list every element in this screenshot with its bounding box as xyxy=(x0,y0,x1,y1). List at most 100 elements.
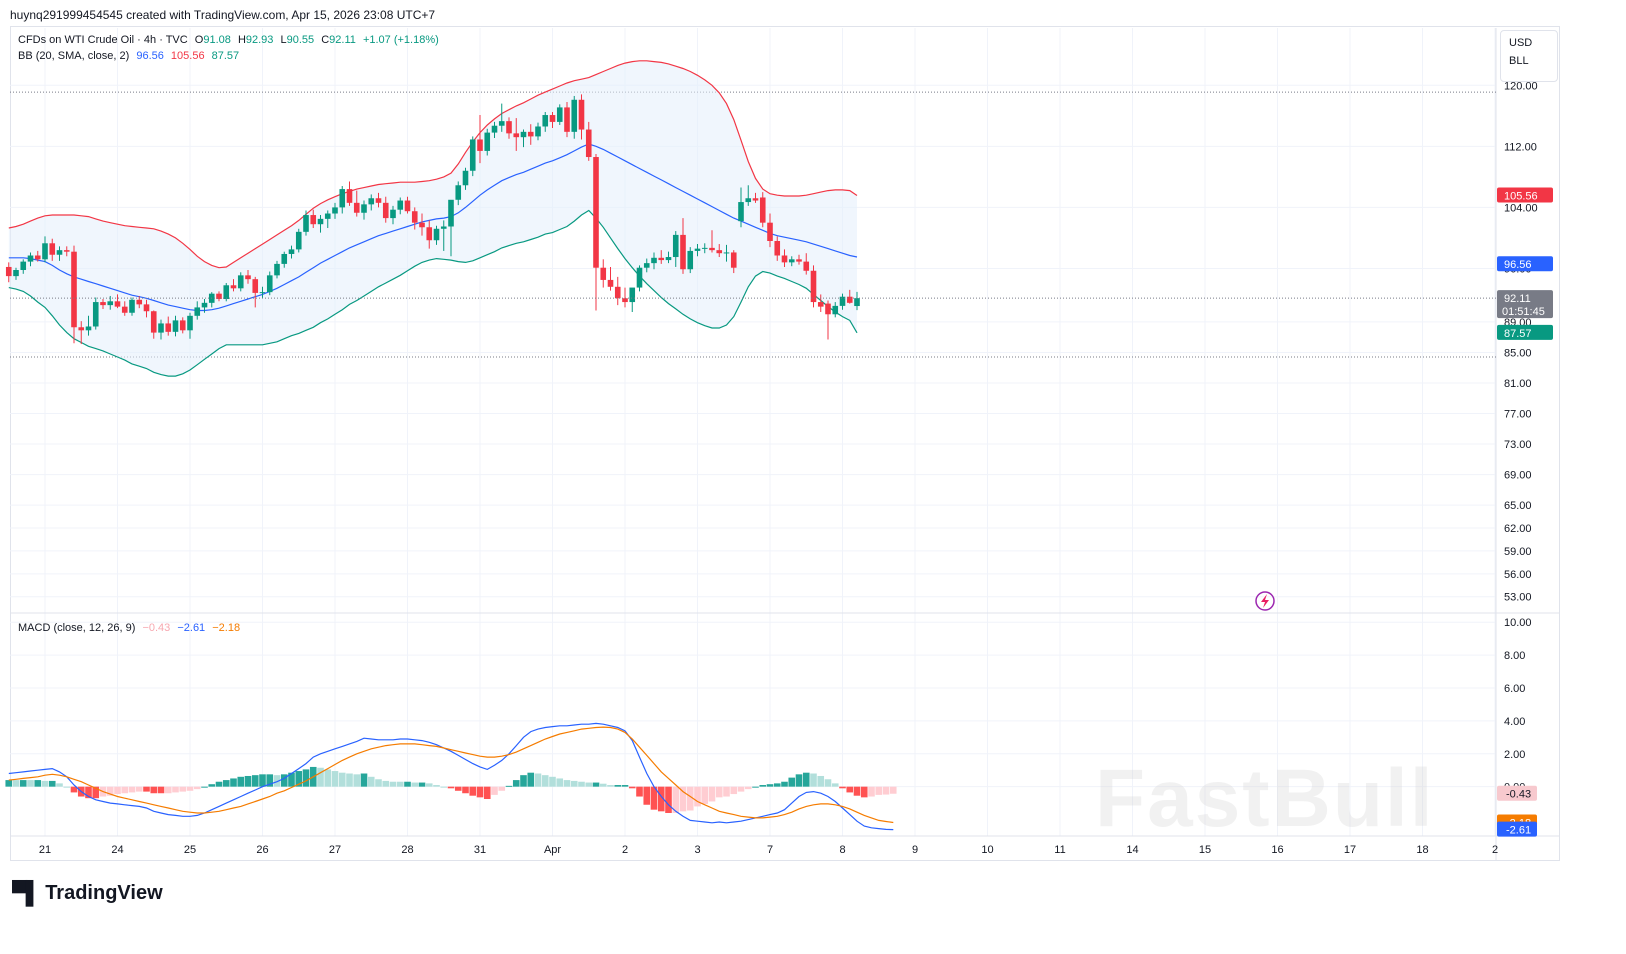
macd-histogram-bar xyxy=(48,780,56,787)
macd-histogram-bar xyxy=(505,785,513,787)
macd-histogram-bar xyxy=(788,777,796,787)
macd-histogram-bar xyxy=(150,786,158,794)
candle-body xyxy=(201,302,208,308)
candle-body xyxy=(846,296,853,303)
time-tick-label: 27 xyxy=(329,844,341,856)
macd-histogram-bar xyxy=(179,786,187,792)
candle-body xyxy=(636,267,643,288)
time-tick-label: 2 xyxy=(1492,844,1498,856)
macd-histogram-bar xyxy=(193,786,201,790)
candle-body xyxy=(27,255,34,262)
macd-histogram-bar xyxy=(614,785,622,787)
candle-body xyxy=(564,107,570,132)
macd-histogram-bar xyxy=(106,786,114,796)
candle-body xyxy=(346,189,353,203)
candle-body xyxy=(527,131,534,137)
candle-body xyxy=(295,231,302,250)
candle-body xyxy=(426,227,433,241)
price-tick-label: 73.00 xyxy=(1504,439,1532,451)
candle-body xyxy=(803,261,810,271)
bb-band-fill xyxy=(8,60,858,377)
macd-label: MACD (close, 12, 26, 9) xyxy=(18,622,136,634)
macd-histogram-bar xyxy=(636,786,643,797)
macd-tick-label: 6.00 xyxy=(1504,683,1525,695)
macd-histogram-bar xyxy=(549,776,556,787)
candle-body xyxy=(571,99,578,132)
candle-body xyxy=(34,255,41,260)
candle-body xyxy=(63,250,70,252)
time-tick-label: 14 xyxy=(1126,844,1138,856)
candle-body xyxy=(694,248,701,251)
candle-body xyxy=(143,304,150,312)
macd-histogram-bar xyxy=(810,773,817,787)
macd-histogram-bar xyxy=(483,786,491,799)
macd-histogram-bar xyxy=(686,786,694,811)
candle-body xyxy=(469,139,476,171)
candle-body xyxy=(368,198,375,205)
macd-histogram-bar xyxy=(266,774,274,787)
macd-badge-label: -2.61 xyxy=(1506,825,1531,837)
price-tick-label: 81.00 xyxy=(1504,378,1532,390)
fastbull-watermark: FastBull xyxy=(1095,753,1435,844)
macd-histogram-bar xyxy=(411,782,419,787)
macd-histogram-bar xyxy=(541,775,549,787)
macd-histogram-bar xyxy=(41,780,49,787)
candle-body xyxy=(390,209,396,219)
macd-histogram-bar xyxy=(650,786,658,810)
macd-histogram-bar xyxy=(157,786,165,794)
macd-histogram-bar xyxy=(781,781,788,787)
macd-histogram-bar xyxy=(599,783,607,787)
candle-body xyxy=(672,234,679,258)
price-tick-label: 56.00 xyxy=(1504,569,1532,581)
time-tick-label: 31 xyxy=(474,844,486,856)
macd-histogram-bar xyxy=(476,786,484,798)
candle-body xyxy=(288,249,295,254)
macd-histogram-bar xyxy=(737,786,745,792)
time-tick-label: 25 xyxy=(184,844,196,856)
macd-histogram-bar xyxy=(723,786,730,797)
candle-body xyxy=(13,270,19,277)
macd-histogram-bar xyxy=(63,786,71,788)
macd-histogram-bar xyxy=(353,774,361,787)
macd-histogram-bar xyxy=(244,775,252,787)
price-tick-label: 77.00 xyxy=(1504,409,1532,421)
symbol-legend[interactable]: CFDs on WTI Crude Oil · 4h · TVC O91.08 … xyxy=(18,34,443,46)
time-tick-label: 10 xyxy=(981,844,993,856)
macd-histogram-bar xyxy=(56,783,63,787)
macd-histogram-bar xyxy=(585,782,593,787)
currency-unit-selector[interactable]: USD BLL xyxy=(1500,30,1558,82)
candle-body xyxy=(237,275,244,289)
candle-body xyxy=(100,302,106,306)
macd-histogram-bar xyxy=(295,771,303,787)
macd-histogram-bar xyxy=(164,786,172,794)
candle-body xyxy=(223,285,230,300)
ohlc-open: O91.08 xyxy=(194,34,231,46)
candle-body xyxy=(245,275,251,280)
bb-legend[interactable]: BB (20, SMA, close, 2) 96.56 105.56 87.5… xyxy=(18,50,243,62)
candle-body xyxy=(774,240,781,256)
price-badge xyxy=(1497,290,1553,319)
ohlc-high: H92.93 xyxy=(237,34,274,46)
macd-histogram-bar xyxy=(657,786,665,812)
candle-body xyxy=(419,222,425,228)
price-tick-label: 120.00 xyxy=(1504,80,1538,92)
lightning-icon[interactable] xyxy=(1255,591,1275,611)
macd-histogram-bar xyxy=(875,786,883,795)
macd-legend[interactable]: MACD (close, 12, 26, 9) −0.43 −2.61 −2.1… xyxy=(18,622,244,634)
macd-histogram-bar xyxy=(375,779,382,787)
macd-histogram-bar xyxy=(34,780,42,787)
price-badge xyxy=(1497,256,1553,272)
price-badge xyxy=(1497,324,1553,340)
macd-histogram-bar xyxy=(846,786,854,793)
macd-histogram-bar xyxy=(346,773,353,787)
price-badge-label: 92.11 xyxy=(1504,293,1531,305)
tradingview-logo[interactable]: ▀▌ TradingView xyxy=(12,880,163,906)
macd-histogram-bar xyxy=(230,778,237,787)
macd-histogram-bar xyxy=(324,769,332,787)
candle-body xyxy=(455,185,462,200)
bb-upper-line xyxy=(8,60,858,269)
candle-body xyxy=(361,204,367,213)
candle-body xyxy=(788,259,795,263)
macd-histogram-bar xyxy=(853,786,861,796)
